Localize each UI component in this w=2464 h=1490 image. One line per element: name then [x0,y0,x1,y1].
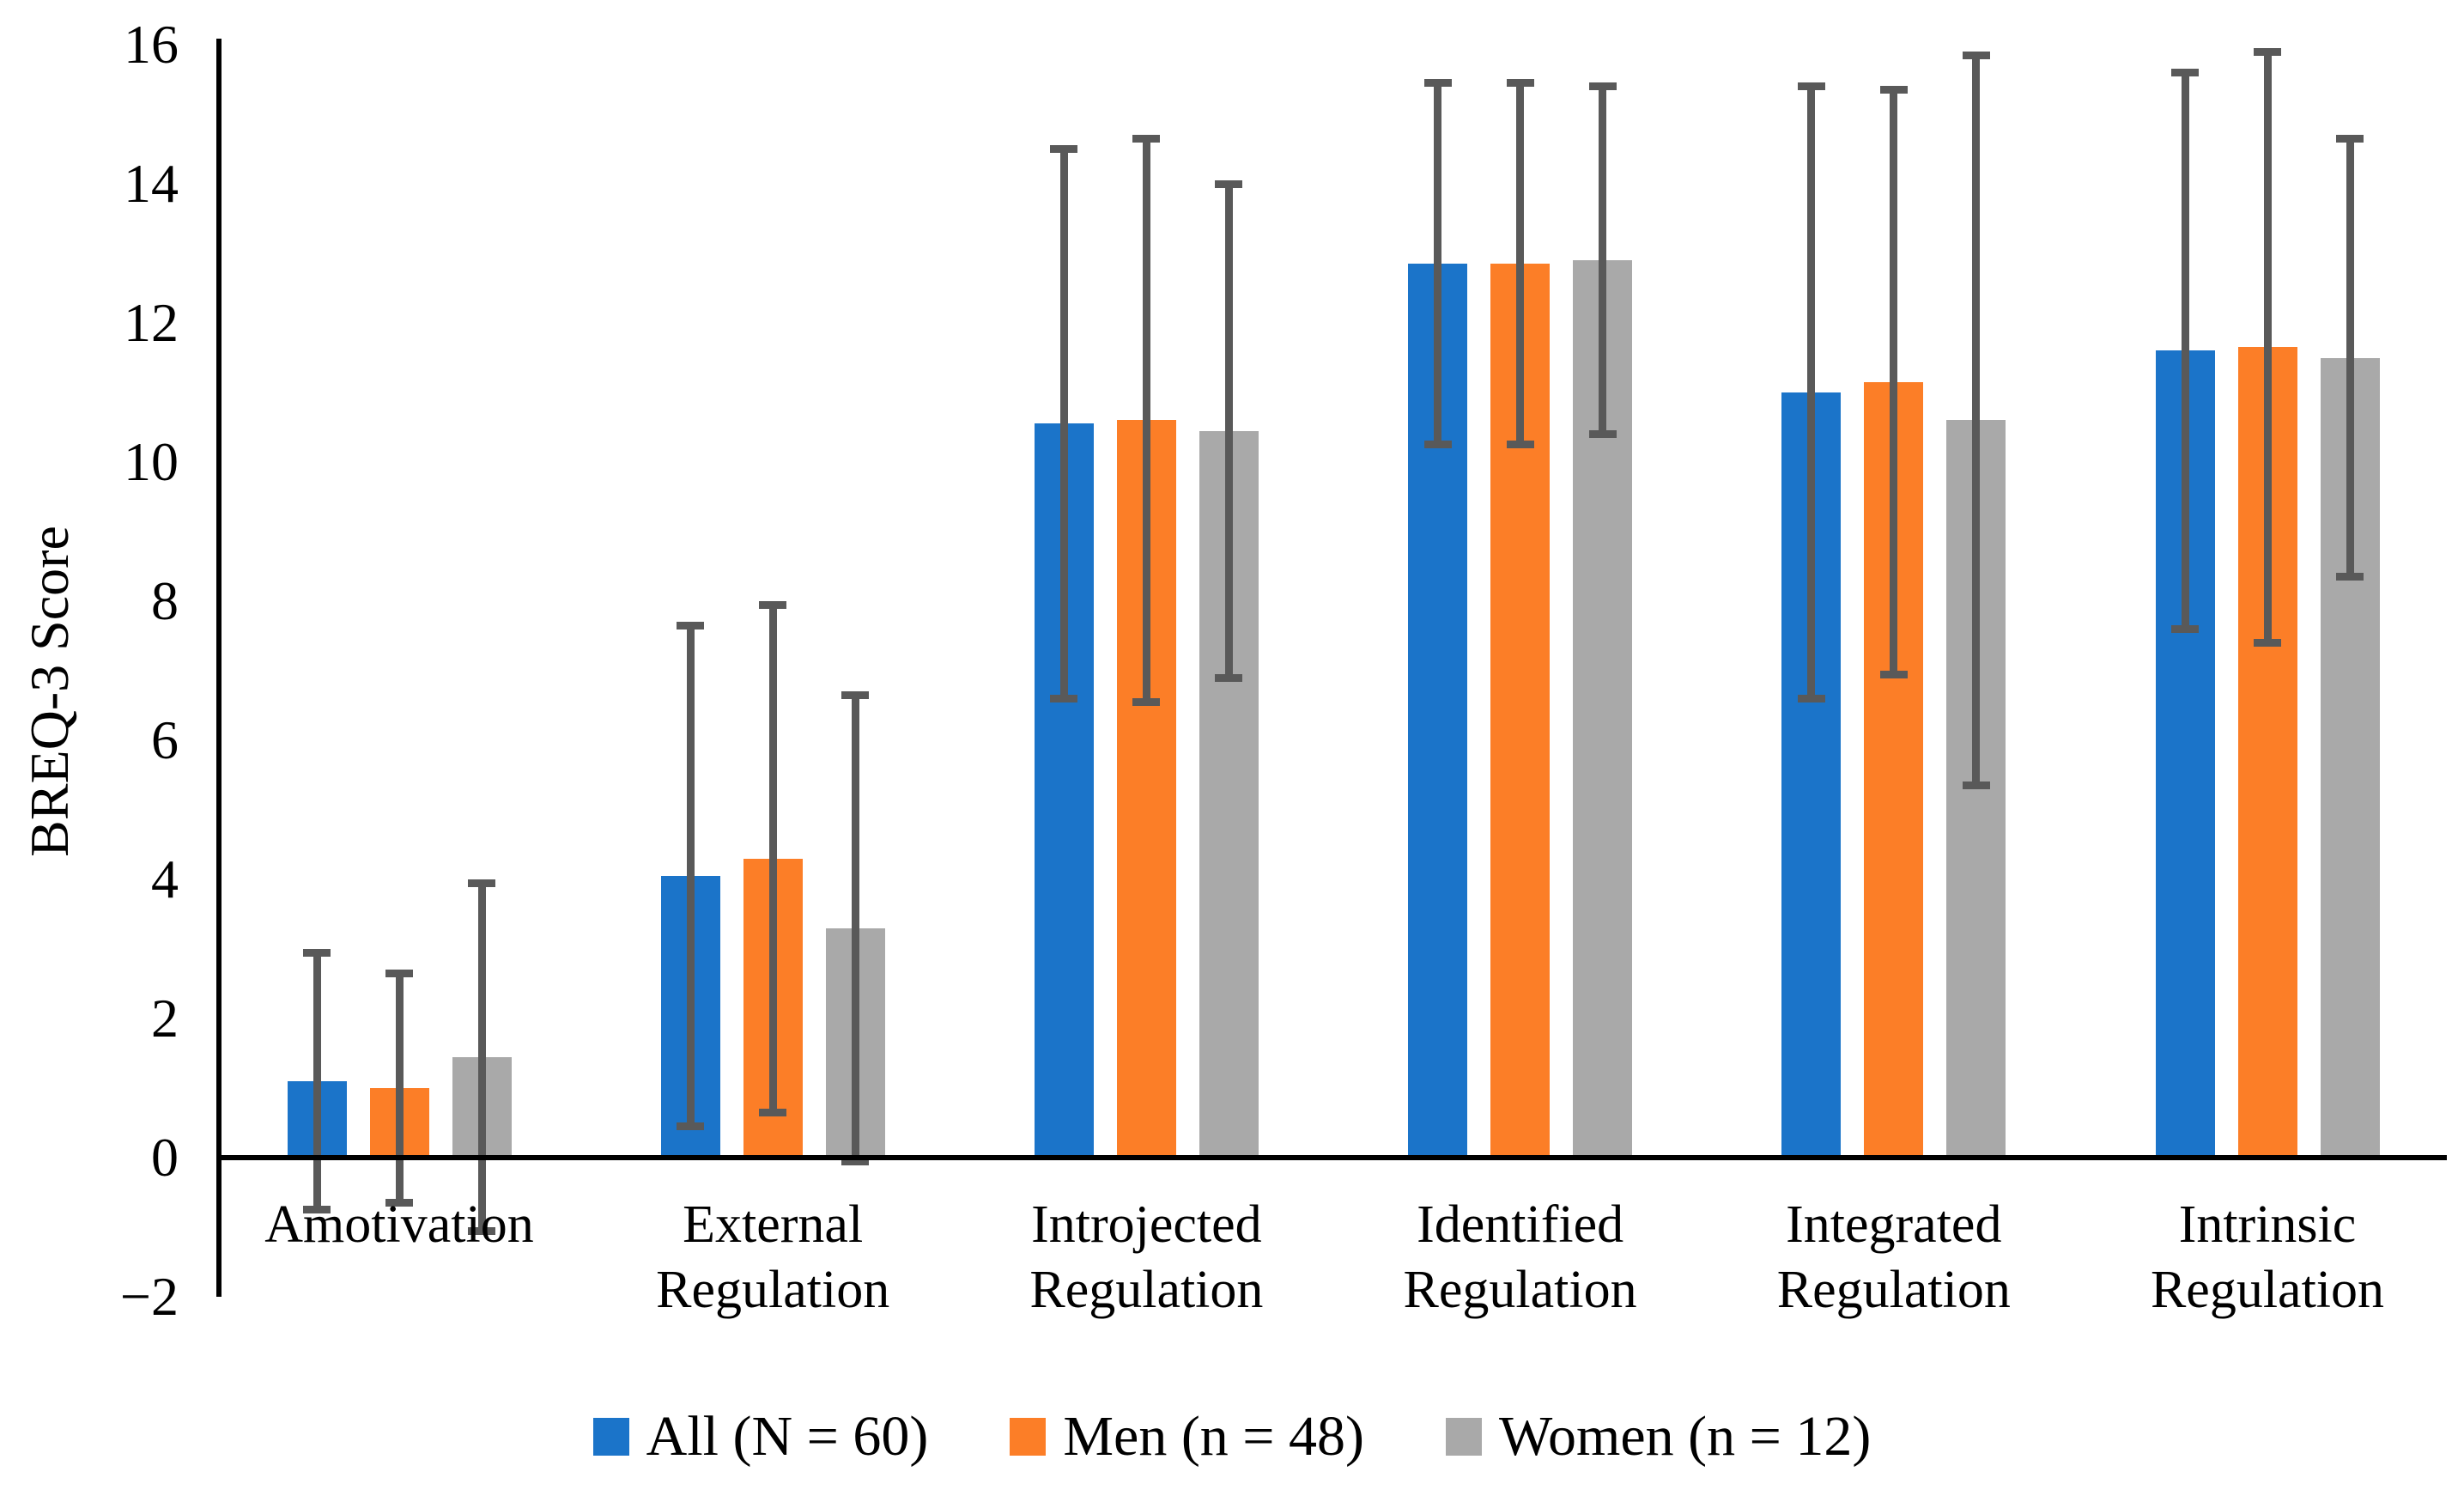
y-tick-label-12: 12 [124,292,179,353]
error-bar-cap [2171,68,2199,76]
category-label-intrinsic-regulation: Intrinsic Regulation [2070,1192,2464,1323]
category-label-line: Regulation [2150,1261,2385,1319]
error-bar-cap [1506,79,1534,88]
category-label-integrated-regulation: Integrated Regulation [1696,1192,2091,1323]
y-tick-label-10: 10 [124,431,179,492]
error-bar-stem [395,973,404,1203]
legend-label: Women (n = 12) [1499,1405,1872,1468]
error-bar-cap [677,1122,705,1131]
category-label-identified-regulation: Identified Regulation [1323,1192,1718,1323]
error-bar-cap [841,1157,870,1165]
legend-item-women: Women (n = 12) [1446,1402,1871,1471]
error-bar-stem [1599,86,1607,435]
y-tick-label-16: 16 [124,14,179,75]
error-bar-cap [1423,79,1452,88]
error-bar-cap [1879,86,1908,94]
error-bar-cap [1797,694,1825,702]
legend-item-all: All (N = 60) [592,1402,929,1471]
error-bar-cap [1797,82,1825,91]
error-bar-stem [1972,55,1981,786]
y-tick-label-2: 2 [151,988,179,1049]
error-bar-cap [385,969,413,977]
error-bar-cap [468,1226,495,1235]
error-bar-stem [1224,184,1233,678]
error-bar-cap [303,948,331,957]
error-bar-cap [677,621,705,629]
error-bar-cap [1132,697,1161,706]
error-bar-cap [1962,51,1990,59]
error-bar-stem [1516,82,1525,445]
error-bar-cap [1588,82,1617,91]
error-bar-stem [851,695,859,1162]
error-bar-cap [1506,441,1534,449]
y-tick-label-6: 6 [151,709,179,770]
legend-swatch-women [1446,1418,1483,1456]
error-bar-cap [841,690,870,699]
category-label-line: Integrated [1786,1195,2002,1254]
y-tick-label-4: 4 [151,848,179,909]
error-bar-cap [1050,145,1078,153]
error-bar-cap [468,879,495,887]
x-axis-line [216,1155,2447,1160]
error-bar-stem [1807,86,1816,699]
category-label-line: Regulation [1029,1261,1264,1319]
y-axis-line [216,39,222,1297]
legend-swatch-men [1010,1418,1047,1456]
legend-label: Men (n = 48) [1063,1405,1365,1468]
category-label-line: Regulation [1776,1261,2011,1319]
y-tick-label-8: 8 [151,570,179,631]
error-bar-stem [1890,89,1898,675]
category-label-amotivation: Amotivation [202,1192,597,1257]
category-label-line: Amotivation [264,1195,534,1254]
category-label-line: Regulation [1403,1261,1637,1319]
category-label-line: Identified [1417,1195,1624,1254]
error-bar-cap [2254,47,2281,56]
category-label-external-regulation: External Regulation [575,1192,970,1323]
error-bar-cap [2171,624,2199,633]
error-bar-cap [303,1206,331,1214]
y-tick-label-0: 0 [151,1127,179,1188]
error-bar-stem [1142,138,1150,702]
y-tick-label--2: −2 [119,1266,179,1327]
error-bar-cap [2254,639,2281,648]
error-bar-cap [759,1108,787,1116]
error-bar-cap [1050,694,1078,702]
error-bar-stem [686,625,695,1127]
legend-swatch-all [592,1418,629,1456]
error-bar-stem [313,952,321,1210]
error-bar-cap [1588,430,1617,439]
y-tick-label-14: 14 [124,153,179,214]
legend-item-men: Men (n = 48) [1010,1402,1364,1471]
error-bar-cap [2336,573,2364,581]
error-bar-stem [1059,149,1068,699]
error-bar-cap [1132,134,1161,143]
error-bar-stem [1434,82,1442,445]
error-bar-cap [759,600,787,609]
category-label-line: Introjected [1031,1195,1262,1254]
category-label-line: External [683,1195,864,1254]
legend-label: All (N = 60) [646,1405,929,1468]
error-bar-stem [2181,72,2189,629]
category-label-line: Intrinsic [2178,1195,2357,1254]
error-bar-cap [1215,673,1243,682]
category-label-line: Regulation [656,1261,890,1319]
error-bar-stem [2263,52,2272,643]
error-bar-cap [385,1199,413,1207]
error-bar-cap [2336,134,2364,143]
error-bar-stem [2346,138,2354,577]
error-bar-cap [1879,670,1908,678]
error-bar-cap [1215,179,1243,188]
error-bar-cap [1423,441,1452,449]
legend: All (N = 60) Men (n = 48) Women (n = 12) [0,1390,2464,1484]
category-label-introjected-regulation: Introjected Regulation [949,1192,1344,1323]
error-bar-stem [768,605,777,1113]
error-bar-stem [477,883,486,1232]
error-bar-cap [1962,781,1990,790]
